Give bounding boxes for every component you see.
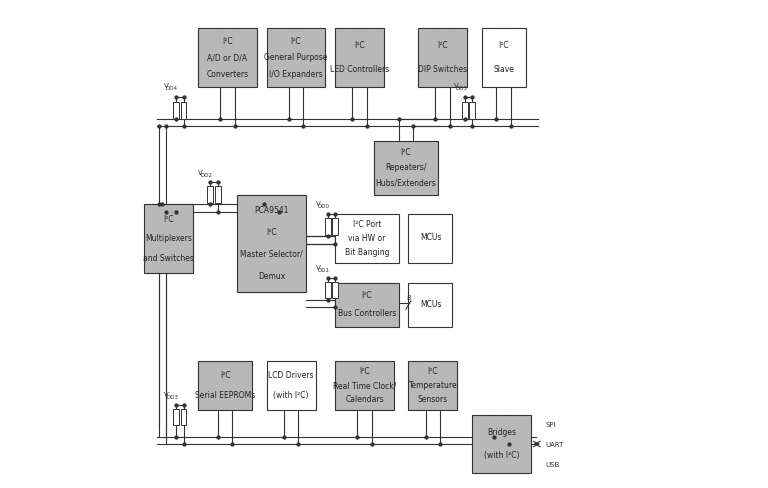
Bar (472, 415, 531, 473)
Text: I²C Port: I²C Port (353, 220, 381, 229)
Text: SPI: SPI (545, 422, 556, 427)
Text: I/O Expanders: I/O Expanders (269, 70, 323, 79)
Text: Master Selector/: Master Selector/ (240, 249, 303, 258)
Text: Slave: Slave (493, 64, 515, 74)
Bar (266, 29, 326, 88)
Text: (with I²C): (with I²C) (484, 450, 519, 459)
Text: Demux: Demux (258, 271, 285, 280)
Bar (409, 215, 452, 264)
Text: Bit Banging: Bit Banging (345, 248, 389, 257)
Bar (333, 282, 338, 299)
Bar (266, 361, 316, 410)
Bar (482, 29, 526, 88)
Bar (144, 205, 194, 273)
Bar (215, 187, 220, 203)
Text: I²C: I²C (498, 41, 509, 50)
Text: V: V (316, 264, 320, 270)
Text: General Purpose: General Purpose (264, 53, 328, 62)
Text: I²C: I²C (222, 37, 233, 45)
Text: I²C: I²C (437, 41, 448, 50)
Text: LCD Drivers: LCD Drivers (268, 370, 314, 379)
Text: A/D or D/A: A/D or D/A (207, 53, 247, 62)
Text: I²C: I²C (354, 41, 365, 50)
Text: I²C: I²C (428, 366, 439, 375)
Bar (198, 361, 252, 410)
Text: Repeaters/: Repeaters/ (386, 163, 427, 172)
Text: Multiplexers: Multiplexers (145, 234, 192, 243)
Text: DD2: DD2 (200, 172, 213, 177)
Text: Converters: Converters (207, 70, 249, 79)
Text: I²C: I²C (362, 291, 372, 300)
Bar (409, 283, 452, 327)
Text: I²C: I²C (220, 370, 230, 379)
Text: Calendars: Calendars (345, 394, 384, 403)
Bar (409, 361, 458, 410)
Text: V: V (454, 82, 458, 88)
Text: V: V (198, 169, 203, 175)
Bar (469, 102, 475, 120)
Text: V: V (316, 201, 320, 207)
Bar (462, 102, 468, 120)
Bar (174, 409, 179, 426)
Text: DD0: DD0 (318, 204, 329, 209)
Text: MCUs: MCUs (420, 299, 441, 308)
Text: DD4: DD4 (165, 85, 177, 90)
Bar (335, 29, 384, 88)
Bar (335, 215, 399, 264)
Text: I²C: I²C (164, 214, 174, 223)
Text: PCA9541: PCA9541 (254, 206, 289, 215)
Text: LED Controllers: LED Controllers (330, 64, 389, 74)
Bar (325, 282, 331, 299)
Text: Serial EEPROMs: Serial EEPROMs (195, 390, 255, 399)
Bar (237, 195, 306, 293)
Text: I²C: I²C (359, 366, 369, 375)
Text: DD3: DD3 (166, 394, 178, 399)
Text: Hubs/Extenders: Hubs/Extenders (376, 179, 436, 187)
Text: I²C: I²C (290, 37, 301, 45)
Text: via HW or: via HW or (348, 234, 386, 243)
Text: DD5: DD5 (455, 85, 467, 90)
Bar (333, 219, 338, 235)
Bar (180, 409, 187, 426)
Text: I²C: I²C (266, 227, 276, 237)
Text: DIP Switches: DIP Switches (418, 64, 467, 74)
Bar (335, 361, 394, 410)
Bar (180, 102, 187, 120)
Bar (198, 29, 257, 88)
Text: Temperature: Temperature (409, 380, 457, 389)
Bar (419, 29, 467, 88)
Text: I²C: I²C (401, 148, 412, 157)
Text: 8: 8 (406, 294, 411, 300)
Bar (207, 187, 214, 203)
Text: V: V (164, 82, 169, 88)
Text: MCUs: MCUs (420, 233, 441, 242)
Text: Bridges: Bridges (487, 427, 516, 436)
Text: V: V (164, 391, 169, 397)
Bar (325, 219, 331, 235)
Text: Sensors: Sensors (418, 394, 448, 403)
Text: UART: UART (545, 441, 564, 447)
Bar (174, 102, 179, 120)
Text: and Switches: and Switches (144, 253, 194, 262)
Text: USB: USB (545, 461, 560, 467)
Bar (374, 142, 438, 195)
Text: DD1: DD1 (318, 267, 329, 272)
Text: Real Time Clock/: Real Time Clock/ (333, 380, 396, 389)
Text: (with I²C): (with I²C) (273, 390, 309, 399)
Bar (335, 283, 399, 327)
Text: Bus Controllers: Bus Controllers (338, 308, 396, 317)
